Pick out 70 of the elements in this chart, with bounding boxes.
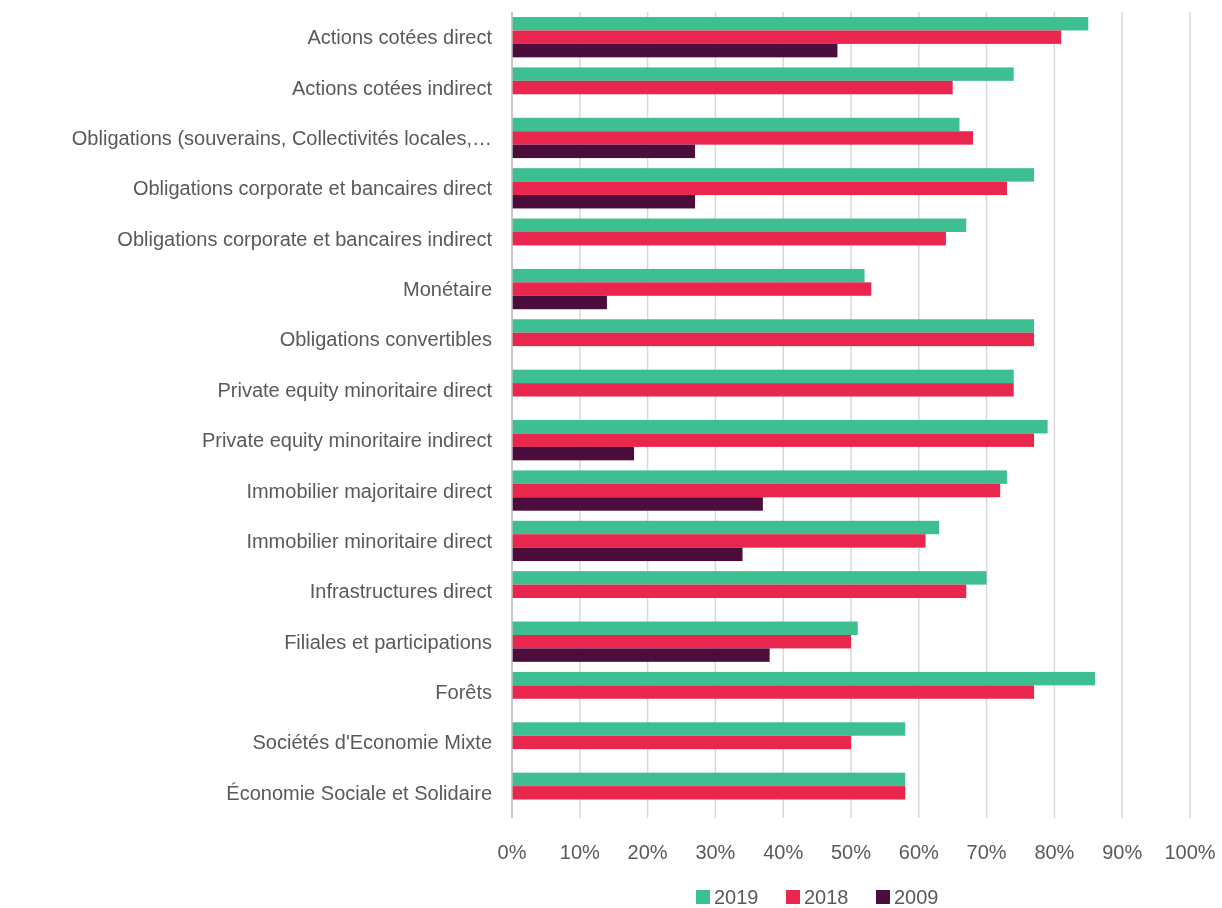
bar — [512, 231, 946, 246]
bar — [512, 648, 770, 662]
y-tick-label: Obligations convertibles — [279, 328, 492, 351]
x-tick-label: 100% — [1164, 841, 1216, 863]
bar — [512, 17, 1089, 31]
y-tick-label: Actions cotées direct — [307, 26, 493, 49]
x-tick-label: 70% — [966, 841, 1007, 863]
x-tick-label: 80% — [1034, 841, 1075, 863]
x-tick-label: 20% — [627, 841, 668, 863]
bar — [512, 446, 635, 461]
bar — [512, 30, 1062, 44]
bar — [512, 722, 906, 736]
y-tick-label: Sociétés d'Economie Mixte — [252, 731, 492, 754]
bar — [512, 181, 1007, 196]
x-tick-label: 0% — [497, 841, 527, 863]
bar — [512, 282, 872, 296]
bar — [512, 131, 974, 145]
bar — [512, 268, 865, 283]
bar — [512, 144, 696, 159]
y-tick-label: Forêts — [435, 681, 492, 704]
y-tick-label: Monétaire — [403, 278, 492, 301]
y-tick-label: Économie Sociale et Solidaire — [226, 781, 492, 804]
y-tick-label: Private equity minoritaire direct — [217, 378, 493, 401]
y-tick-label: Filiales et participations — [284, 630, 492, 653]
bar — [512, 634, 851, 649]
legend-label: 2009 — [894, 886, 939, 908]
bar — [512, 786, 906, 800]
y-tick-label: Obligations corporate et bancaires indirect — [117, 227, 493, 250]
x-tick-label: 60% — [898, 841, 940, 863]
bar — [512, 80, 953, 95]
bar — [512, 735, 851, 750]
bar — [512, 571, 987, 585]
bar — [512, 497, 763, 511]
legend-label: 2018 — [804, 886, 849, 908]
bar — [512, 420, 1048, 434]
x-tick-label: 50% — [830, 841, 872, 863]
bar — [512, 332, 1035, 347]
x-tick-label: 10% — [559, 841, 601, 863]
bar — [512, 470, 1007, 484]
bar — [512, 621, 858, 635]
x-tick-label: 40% — [763, 841, 804, 863]
bar — [512, 547, 743, 562]
x-tick-label: 90% — [1102, 841, 1143, 863]
x-tick-label: 30% — [695, 841, 736, 863]
bar — [512, 685, 1035, 699]
bar — [512, 433, 1035, 447]
bar — [512, 67, 1014, 81]
bar — [512, 195, 696, 209]
y-tick-label: Infrastructures direct — [309, 580, 493, 603]
bar — [512, 671, 1096, 686]
bar — [512, 483, 1001, 498]
bar — [512, 295, 607, 310]
legend-label: 2019 — [714, 886, 759, 908]
bar — [512, 584, 967, 599]
bar — [512, 520, 940, 535]
bar — [512, 117, 960, 132]
bar — [512, 319, 1035, 333]
bar — [512, 534, 926, 548]
y-tick-label: Obligations (souverains, Collectivités locales,… — [71, 126, 492, 149]
y-tick-label: Immobilier majoritaire direct — [246, 479, 493, 502]
y-tick-label: Immobilier minoritaire direct — [246, 529, 493, 552]
bar — [512, 43, 838, 58]
bar — [512, 383, 1014, 397]
bar — [512, 369, 1014, 384]
y-tick-label: Obligations corporate et bancaires direct — [132, 177, 493, 200]
bar — [512, 168, 1035, 182]
bar — [512, 772, 906, 787]
y-tick-label: Actions cotées indirect — [291, 76, 493, 99]
y-tick-label: Private equity minoritaire indirect — [201, 429, 493, 452]
bar — [512, 218, 967, 232]
